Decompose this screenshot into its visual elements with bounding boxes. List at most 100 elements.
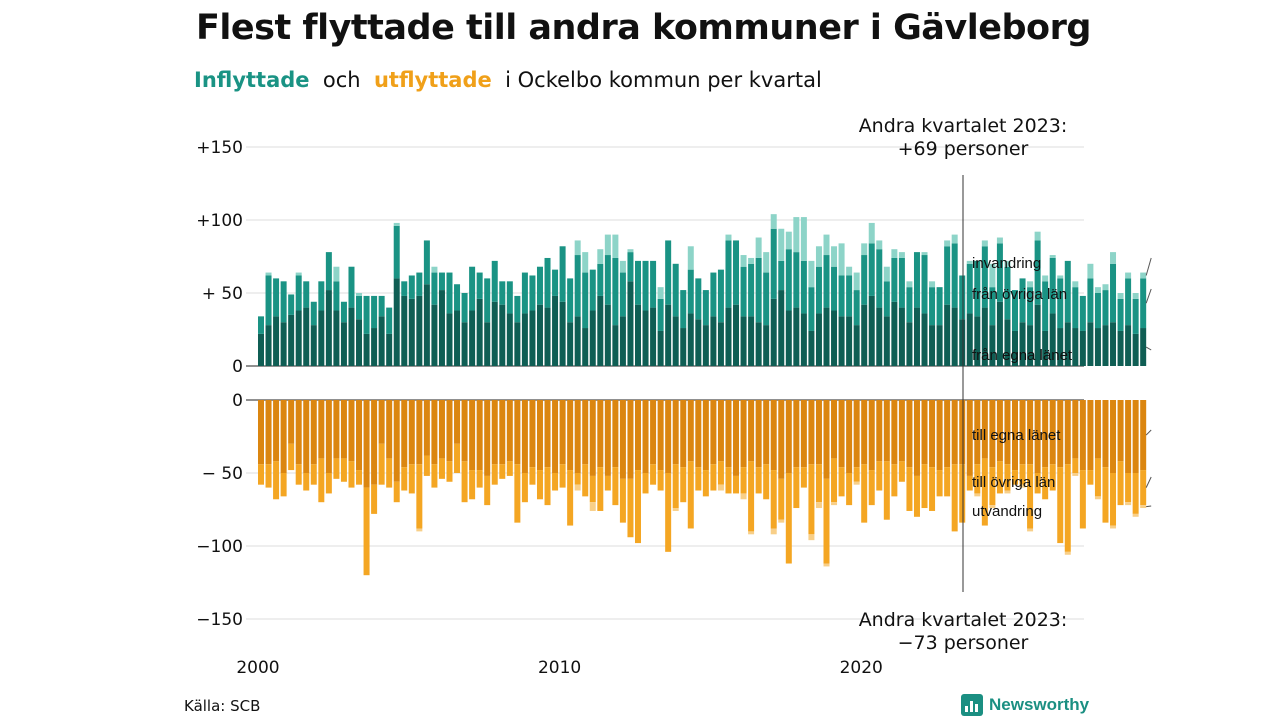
bar-utflyttade-0 bbox=[944, 400, 951, 468]
bar-inflyttade-0 bbox=[989, 325, 996, 366]
bar-inflyttade-1 bbox=[318, 281, 325, 311]
bar-inflyttade-1 bbox=[559, 246, 566, 302]
bar-utflyttade-0 bbox=[544, 400, 551, 468]
bar-utflyttade-0 bbox=[318, 400, 325, 459]
bar-utflyttade-1 bbox=[574, 473, 581, 485]
bar-inflyttade-0 bbox=[619, 316, 626, 366]
bar-utflyttade-1 bbox=[672, 464, 679, 509]
bar-inflyttade-0 bbox=[906, 322, 913, 366]
bar-inflyttade-0 bbox=[808, 330, 815, 366]
x-tick-label: 2000 bbox=[236, 658, 279, 678]
bar-utflyttade-0 bbox=[416, 400, 423, 465]
bar-utflyttade-1 bbox=[1140, 470, 1147, 506]
bar-inflyttade-0 bbox=[1057, 328, 1064, 366]
bar-utflyttade-0 bbox=[582, 400, 589, 465]
bar-inflyttade-0 bbox=[974, 316, 981, 366]
bar-inflyttade-2 bbox=[740, 255, 747, 267]
bar-utflyttade-0 bbox=[1117, 400, 1124, 462]
bar-utflyttade-1 bbox=[906, 467, 913, 511]
bar-utflyttade-1 bbox=[733, 475, 740, 494]
bar-inflyttade-0 bbox=[318, 310, 325, 366]
annotation-layer: Andra kvartalet 2023: +69 personer Andra… bbox=[859, 115, 1068, 654]
bar-utflyttade-0 bbox=[333, 400, 340, 459]
bar-inflyttade-1 bbox=[1110, 263, 1117, 323]
bar-inflyttade-1 bbox=[770, 228, 777, 299]
bar-inflyttade-0 bbox=[378, 316, 385, 366]
bar-inflyttade-2 bbox=[883, 266, 890, 282]
bar-utflyttade-0 bbox=[265, 400, 272, 465]
bar-inflyttade-2 bbox=[612, 234, 619, 258]
bar-utflyttade-0 bbox=[861, 400, 868, 465]
bar-utflyttade-1 bbox=[1064, 464, 1071, 552]
bar-inflyttade-1 bbox=[717, 269, 724, 323]
bar-inflyttade-2 bbox=[431, 266, 438, 273]
bar-inflyttade-2 bbox=[778, 228, 785, 261]
y-tick-label-top: +100 bbox=[196, 211, 243, 231]
bar-inflyttade-1 bbox=[288, 294, 295, 315]
bar-utflyttade-0 bbox=[529, 400, 536, 468]
bar-inflyttade-0 bbox=[521, 313, 528, 366]
bar-inflyttade-0 bbox=[831, 310, 838, 366]
bar-inflyttade-2 bbox=[1004, 260, 1011, 267]
bar-inflyttade-0 bbox=[913, 307, 920, 366]
bar-utflyttade-2 bbox=[823, 563, 830, 567]
bar-inflyttade-2 bbox=[1087, 263, 1094, 279]
bar-utflyttade-1 bbox=[303, 473, 310, 491]
bar-inflyttade-2 bbox=[619, 260, 626, 273]
bar-utflyttade-0 bbox=[725, 400, 732, 468]
bar-inflyttade-0 bbox=[717, 322, 724, 366]
bar-utflyttade-1 bbox=[800, 467, 807, 488]
bar-utflyttade-0 bbox=[340, 400, 347, 459]
bar-inflyttade-0 bbox=[1094, 328, 1101, 366]
bar-utflyttade-2 bbox=[815, 502, 822, 509]
bar-inflyttade-0 bbox=[438, 290, 445, 366]
bar-utflyttade-0 bbox=[499, 400, 506, 465]
bar-utflyttade-0 bbox=[778, 400, 785, 479]
bar-utflyttade-1 bbox=[408, 464, 415, 494]
bar-utflyttade-0 bbox=[431, 400, 438, 465]
grid-layer bbox=[246, 146, 1084, 620]
bar-utflyttade-0 bbox=[748, 400, 755, 462]
bar-utflyttade-1 bbox=[484, 475, 491, 506]
bar-utflyttade-1 bbox=[770, 470, 777, 529]
bar-inflyttade-1 bbox=[325, 252, 332, 291]
bar-utflyttade-1 bbox=[356, 470, 363, 485]
bar-utflyttade-1 bbox=[846, 473, 853, 506]
bar-utflyttade-0 bbox=[1140, 400, 1147, 471]
bar-utflyttade-0 bbox=[454, 400, 461, 444]
bar-utflyttade-2 bbox=[770, 528, 777, 535]
bar-utflyttade-1 bbox=[416, 464, 423, 529]
bar-utflyttade-0 bbox=[846, 400, 853, 473]
bar-inflyttade-0 bbox=[552, 295, 559, 366]
bar-inflyttade-2 bbox=[1140, 272, 1147, 279]
bar-inflyttade-2 bbox=[574, 240, 581, 256]
bar-utflyttade-0 bbox=[680, 400, 687, 468]
bar-inflyttade-1 bbox=[273, 278, 280, 317]
bar-inflyttade-1 bbox=[469, 266, 476, 311]
bar-utflyttade-1 bbox=[861, 464, 868, 523]
bar-inflyttade-1 bbox=[1049, 257, 1056, 314]
series-label-layer: från egna länet från övriga län invandring… bbox=[972, 255, 1152, 520]
bar-inflyttade-1 bbox=[416, 272, 423, 296]
bar-inflyttade-1 bbox=[386, 307, 393, 334]
bar-utflyttade-0 bbox=[665, 400, 672, 473]
bar-inflyttade-0 bbox=[1064, 322, 1071, 366]
bar-inflyttade-0 bbox=[1019, 322, 1026, 366]
bar-inflyttade-2 bbox=[996, 237, 1003, 244]
bar-inflyttade-1 bbox=[1117, 298, 1124, 331]
bar-utflyttade-1 bbox=[627, 478, 634, 538]
bar-inflyttade-2 bbox=[966, 260, 973, 264]
bar-inflyttade-1 bbox=[1140, 278, 1147, 329]
bar-utflyttade-0 bbox=[258, 400, 264, 465]
bar-utflyttade-2 bbox=[1064, 551, 1071, 555]
bar-inflyttade-1 bbox=[800, 260, 807, 314]
bar-inflyttade-1 bbox=[423, 240, 430, 285]
bar-inflyttade-0 bbox=[838, 316, 845, 366]
bar-inflyttade-0 bbox=[446, 313, 453, 366]
bar-inflyttade-1 bbox=[883, 281, 890, 317]
bar-inflyttade-1 bbox=[1034, 240, 1041, 305]
bar-inflyttade-1 bbox=[710, 272, 717, 317]
bar-utflyttade-1 bbox=[265, 464, 272, 488]
bar-utflyttade-2 bbox=[831, 502, 838, 506]
bar-inflyttade-2 bbox=[1117, 293, 1124, 299]
